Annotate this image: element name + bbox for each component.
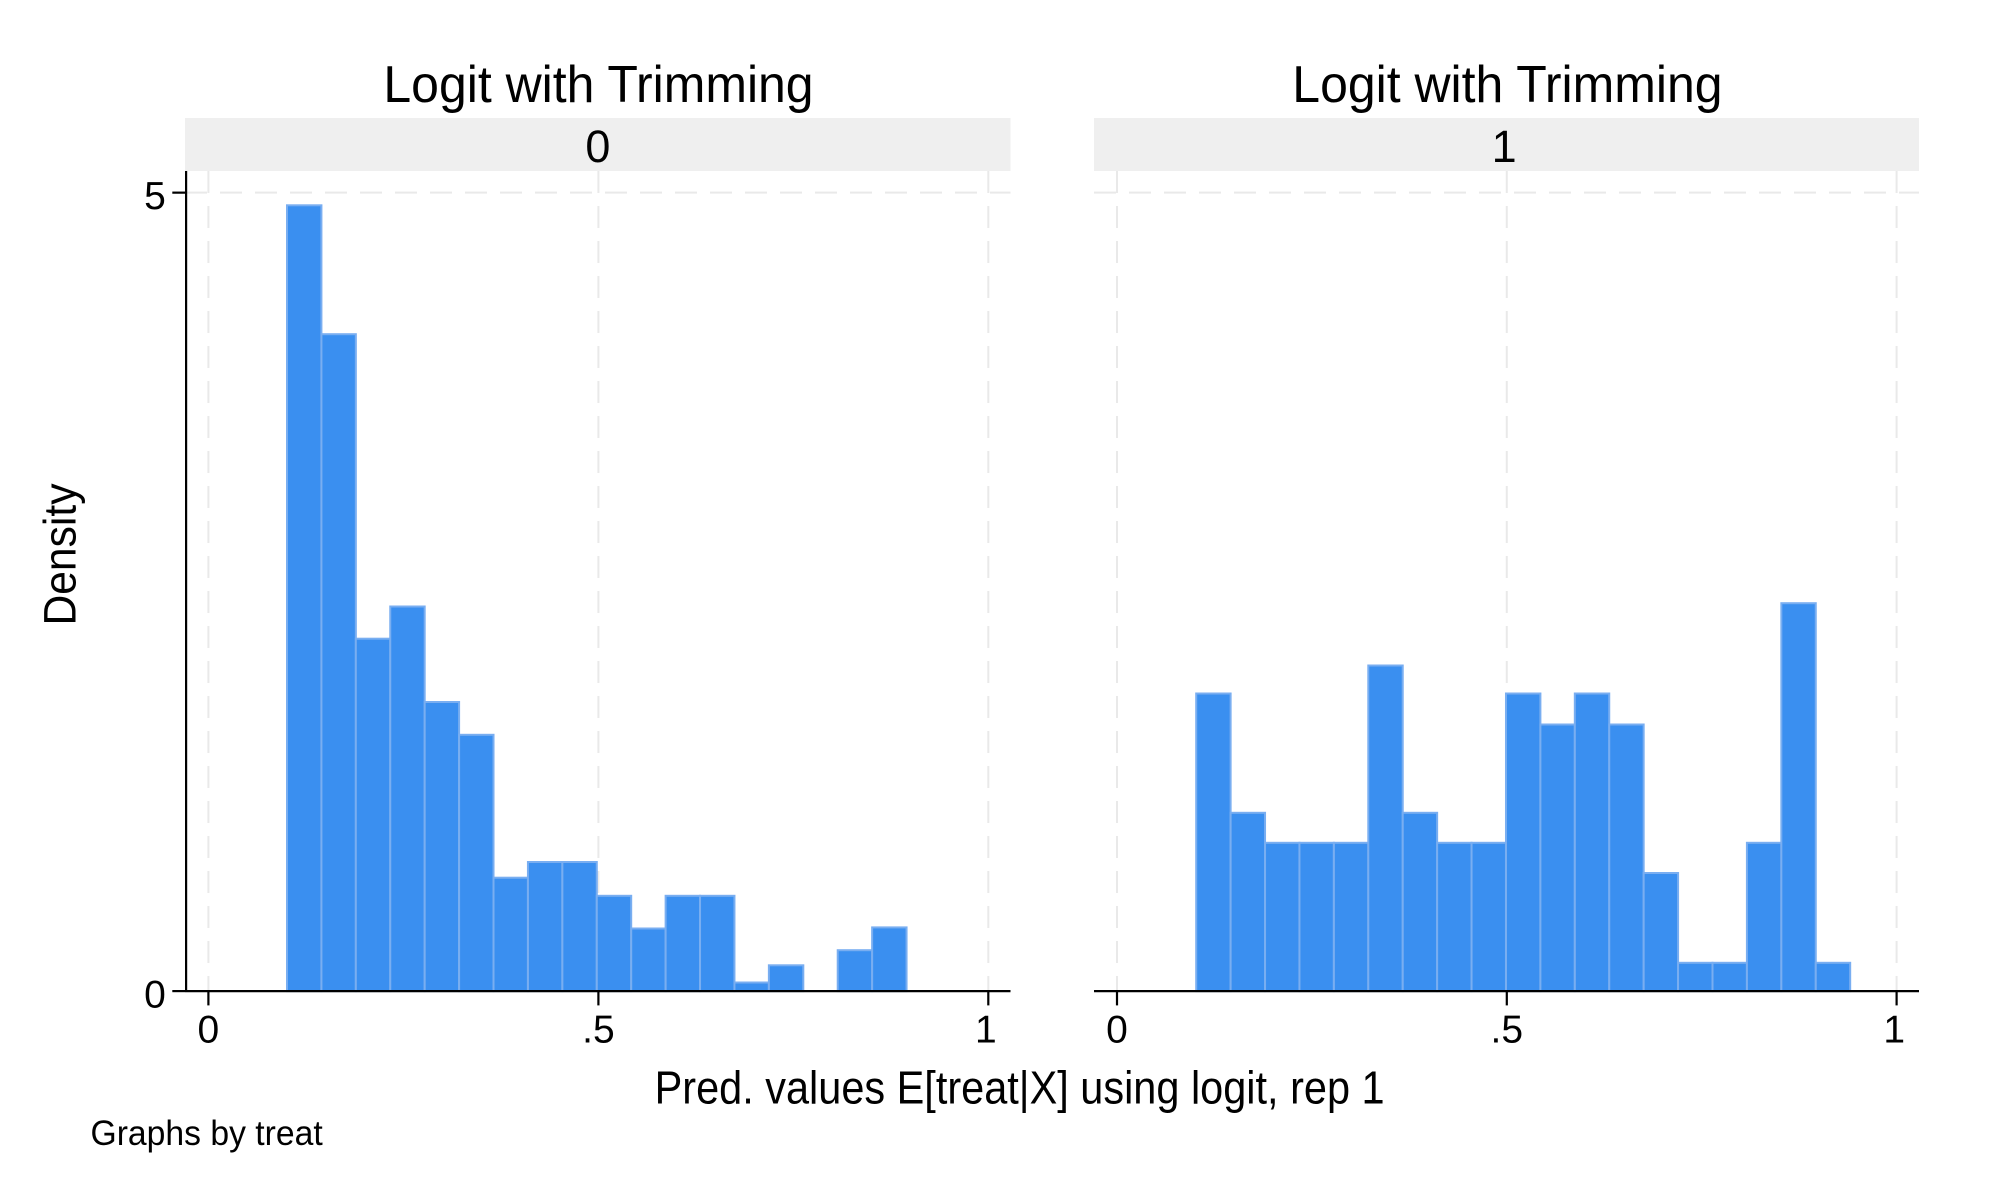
- svg-text:1: 1: [975, 1009, 997, 1052]
- svg-text:.5: .5: [582, 1009, 615, 1052]
- svg-text:Density: Density: [35, 483, 86, 626]
- svg-text:Graphs by treat: Graphs by treat: [91, 1114, 323, 1153]
- svg-text:1: 1: [1492, 121, 1517, 172]
- svg-text:1: 1: [1883, 1009, 1905, 1052]
- svg-text:0: 0: [1106, 1009, 1128, 1052]
- svg-text:Pred. values E[treat|X] using: Pred. values E[treat|X] using logit, rep…: [655, 1061, 1385, 1113]
- svg-text:0: 0: [198, 1009, 220, 1052]
- svg-text:Logit with Trimming: Logit with Trimming: [383, 56, 813, 114]
- svg-text:0: 0: [585, 121, 610, 172]
- svg-text:5: 5: [144, 175, 166, 218]
- svg-text:Logit with Trimming: Logit with Trimming: [1292, 56, 1722, 114]
- svg-text:0: 0: [144, 974, 166, 1017]
- svg-text:.5: .5: [1491, 1009, 1524, 1052]
